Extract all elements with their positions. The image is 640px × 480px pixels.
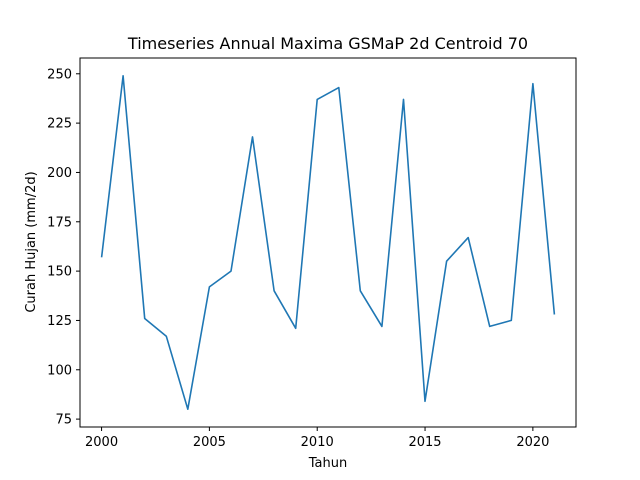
x-tick-label: 2010	[301, 435, 334, 450]
x-tick-label: 2020	[516, 435, 549, 450]
y-tick-label: 150	[47, 265, 72, 280]
x-tick-label: 2000	[85, 435, 118, 450]
chart-title: Timeseries Annual Maxima GSMaP 2d Centro…	[127, 34, 528, 53]
x-tick-label: 2005	[193, 435, 226, 450]
x-axis-label: Tahun	[308, 456, 347, 471]
y-axis-label: Curah Hujan (mm/2d)	[24, 171, 39, 312]
plot-frame	[79, 57, 577, 428]
y-tick-label: 175	[47, 215, 72, 230]
y-tick-label: 125	[47, 314, 72, 329]
y-tick-label: 225	[47, 117, 72, 132]
series-line	[100, 75, 556, 411]
y-axis: 75 100 125 150 175 200 225 250	[47, 67, 80, 428]
y-tick-label: 100	[47, 363, 72, 378]
x-tick-label: 2015	[408, 435, 441, 450]
y-tick-label: 200	[47, 166, 72, 181]
x-axis: 2000 2005 2010 2015 2020	[85, 427, 549, 450]
y-tick-label: 250	[47, 67, 72, 82]
y-tick-label: 75	[55, 413, 72, 428]
